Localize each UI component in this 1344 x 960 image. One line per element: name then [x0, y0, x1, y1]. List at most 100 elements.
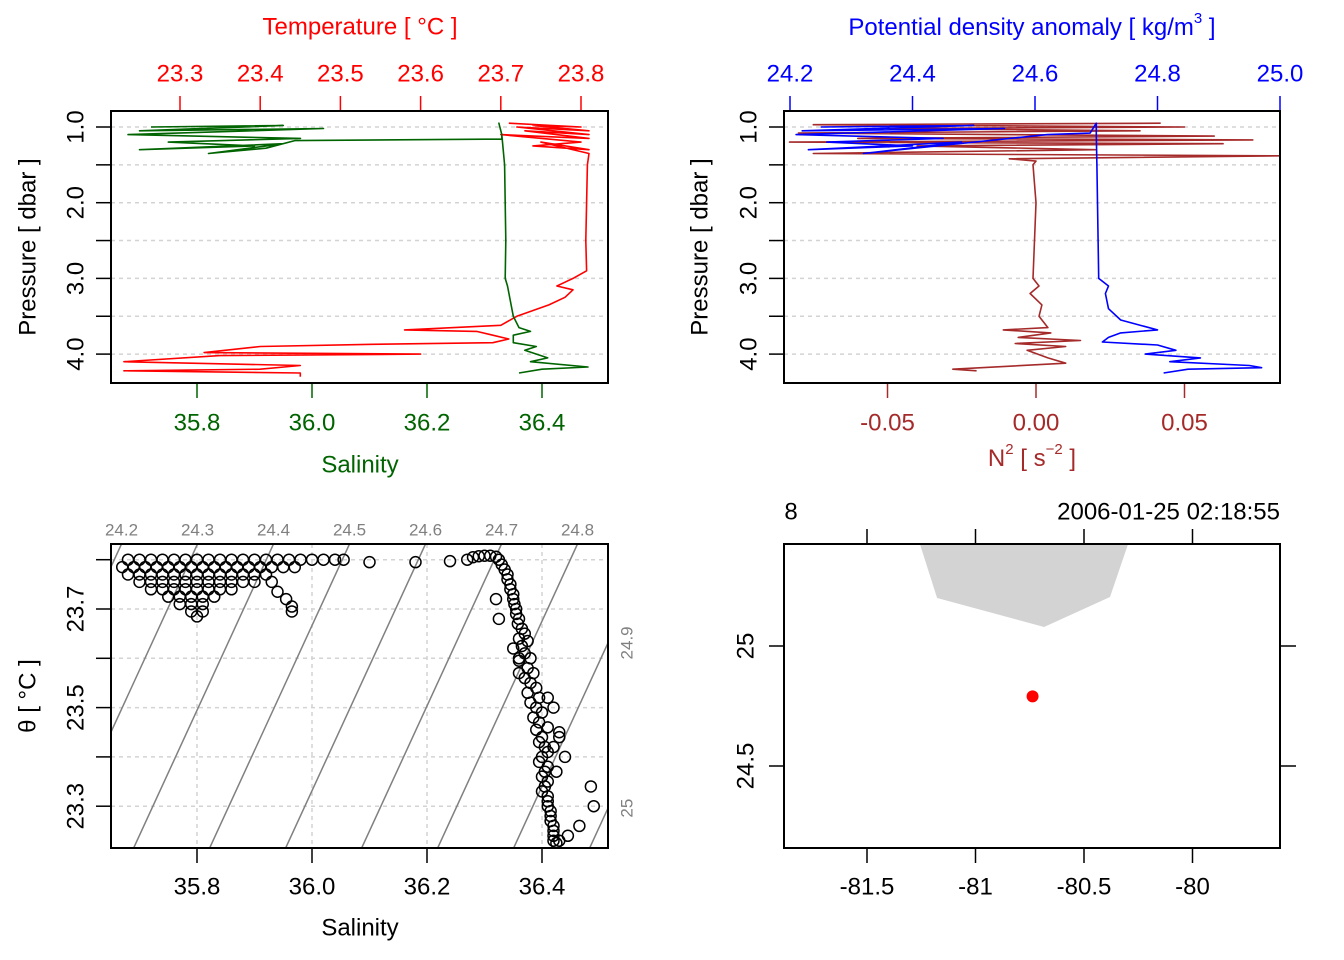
isopycnal-label: 24.6 [409, 521, 442, 540]
n2-unit: [ s [1014, 445, 1046, 472]
salinity-axis-title: Salinity [321, 915, 398, 942]
longitude-tick-label: -80.5 [1057, 874, 1112, 901]
ts-point [144, 583, 158, 596]
ts-point [248, 575, 261, 589]
isopycnal-label: 24.7 [485, 521, 518, 540]
station-datetime: 2006-01-25 02:18:55 [1057, 499, 1280, 526]
ts-points [116, 549, 600, 848]
coastline-land-polygon [919, 544, 1129, 627]
ts-point [265, 560, 278, 574]
density-tick-label: 24.4 [889, 61, 936, 88]
ts-point [547, 740, 560, 754]
density-n2-profile-panel: 1.0 2.0 3.0 4.0 24.2 24.4 24.6 24.8 25.0 -0.05 0.0… [687, 10, 1304, 472]
ts-point [547, 834, 560, 847]
ts-point [553, 730, 566, 744]
ts-diagram-panel: 24.2 24.3 24.4 24.5 24.6 24.7 24.8 24.9 25 35.8 36… [15, 521, 637, 942]
temperature-tick-label: 23.4 [237, 61, 284, 88]
salinity-tick-label: 35.8 [174, 874, 221, 901]
ts-point [512, 632, 526, 645]
pressure-tick-label: 3.0 [63, 262, 90, 295]
isopycnal-label: 24.2 [105, 521, 138, 540]
ts-point [127, 560, 140, 574]
latitude-tick-label: 24.5 [733, 743, 760, 790]
ts-point [363, 555, 376, 569]
ts-point [236, 575, 250, 589]
temperature-tick-label: 23.6 [397, 61, 444, 88]
pressure-axis-title: Pressure [ dbar ] [687, 158, 714, 335]
salinity-profile-line [127, 122, 589, 374]
ts-point [443, 554, 457, 568]
ts-point [328, 553, 342, 566]
ts-point [116, 560, 129, 574]
salinity-tick-label: 36.2 [404, 874, 451, 901]
ts-point [409, 555, 422, 569]
station-label: 8 [784, 499, 797, 526]
ts-point [208, 590, 221, 603]
n2-superscript: 2 [1005, 441, 1013, 458]
temperature-axis-title: Temperature [ °C ] [263, 14, 458, 41]
isopycnal-label: 24.4 [257, 521, 290, 540]
density-tick-label: 24.2 [767, 61, 814, 88]
ts-point [162, 560, 175, 574]
ts-point [558, 750, 572, 764]
ts-point [507, 642, 520, 655]
ts-point [461, 553, 474, 566]
ts-point [259, 568, 273, 581]
ts-point [219, 560, 232, 574]
ts-point [550, 765, 563, 778]
ts-point [277, 560, 290, 574]
ts-point [337, 553, 350, 566]
ts-point [285, 600, 299, 613]
density-tick-label: 24.8 [1134, 61, 1181, 88]
ts-point [541, 790, 554, 803]
pressure-tick-label: 1.0 [736, 110, 763, 143]
density-axis-title: Potential density anomaly [ kg/m3 ] [848, 10, 1215, 41]
plot-frame [783, 543, 1281, 849]
ts-point [550, 836, 563, 848]
n2-tick-label: 0.00 [1013, 410, 1060, 437]
ts-point [573, 819, 586, 833]
isopycnal-label: 25 [618, 799, 637, 818]
longitude-tick-label: -80 [1175, 874, 1210, 901]
isopycnal-line [284, 544, 427, 848]
density-tick-label: 24.6 [1012, 61, 1059, 88]
n2-unit-superscript: −2 [1046, 441, 1063, 458]
ts-point [544, 804, 557, 818]
isopycnal-line [132, 544, 275, 848]
ts-point [561, 829, 575, 843]
ts-point [162, 590, 175, 603]
ts-point [512, 666, 526, 680]
isopycnal-line [208, 544, 351, 848]
n2-tick-label: -0.05 [860, 410, 915, 437]
salinity-tick-label: 36.0 [289, 410, 336, 437]
title-text: Potential density anomaly [ kg/m [848, 14, 1194, 41]
temperature-salinity-profile-panel: 1.0 2.0 3.0 4.0 23.3 23.4 23.5 23.6 23.7 23.8 35.8… [15, 14, 609, 479]
title-superscript: 3 [1194, 10, 1202, 27]
salinity-tick-label: 36.2 [404, 410, 451, 437]
isopycnal-label: 24.3 [181, 521, 214, 540]
n2-symbol: N [988, 445, 1005, 472]
ts-point [173, 597, 186, 611]
salinity-axis-title: Salinity [321, 452, 398, 479]
ts-point [541, 691, 554, 704]
station-marker [1026, 690, 1039, 703]
ts-point [150, 560, 163, 574]
ts-point [133, 575, 146, 589]
ts-point [196, 560, 209, 574]
ts-point [279, 592, 293, 606]
n2-axis-title: N2 [ s−2 ] [988, 441, 1076, 472]
pressure-tick-label: 2.0 [736, 186, 763, 219]
plot-frame [110, 543, 609, 849]
ts-point [584, 780, 598, 793]
isopycnal-label: 24.8 [561, 521, 594, 540]
isopycnal-line [588, 806, 608, 848]
isopycnal-line [360, 544, 503, 848]
ts-point [541, 721, 554, 734]
isopycnal-line [512, 641, 608, 848]
temperature-tick-label: 23.8 [558, 61, 605, 88]
title-end: ] [1202, 14, 1215, 41]
longitude-tick-label: -81.5 [840, 874, 895, 901]
n2-profile-line [788, 122, 1280, 372]
pressure-tick-label: 3.0 [736, 262, 763, 295]
ts-point [492, 612, 506, 626]
